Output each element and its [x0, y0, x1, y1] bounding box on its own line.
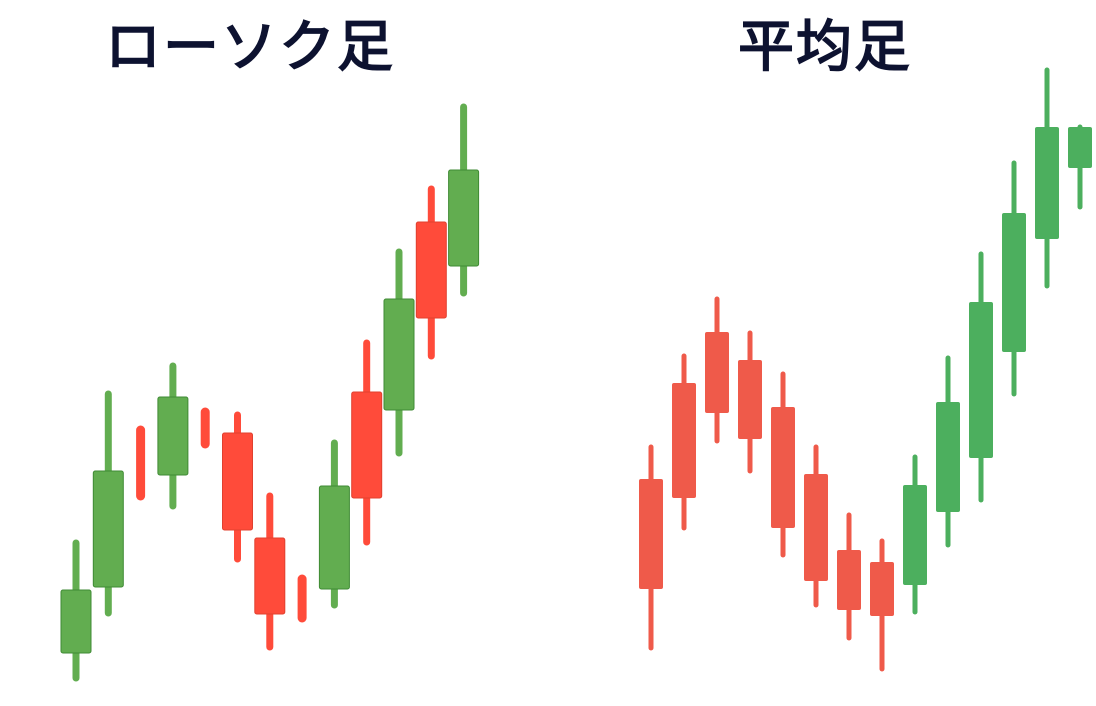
candle-up: [1068, 124, 1092, 210]
candle-down: [254, 492, 286, 651]
candle-body: [448, 169, 480, 267]
candle-body: [837, 550, 861, 610]
chart-title-heikin-ashi: 平均足: [738, 15, 912, 80]
candle-body: [870, 562, 894, 616]
candle-down: [351, 339, 383, 546]
candle-body: [738, 360, 762, 439]
candle-body: [318, 485, 350, 590]
candle-up: [92, 390, 124, 617]
candle-up: [936, 355, 960, 548]
candle-body: [415, 221, 447, 319]
candle-body: [92, 470, 124, 588]
candle-body: [1035, 127, 1059, 239]
candle-body: [383, 298, 415, 411]
candle-body: [1002, 213, 1026, 352]
candle-body: [639, 479, 663, 589]
candle-down: [639, 444, 663, 651]
candle-body: [672, 383, 696, 498]
candle-down: [672, 353, 696, 531]
candle-up: [969, 251, 993, 503]
candle-up: [157, 362, 189, 510]
candle-up: [1002, 160, 1026, 397]
candle-down: [222, 411, 253, 563]
candle-body: [254, 537, 286, 615]
candle-body: [771, 407, 795, 528]
candle-up: [318, 439, 350, 609]
candle-down: [870, 538, 894, 672]
candle-down: [804, 444, 828, 608]
candle-body: [157, 396, 189, 476]
candle-down: [415, 185, 447, 360]
candle-down: [738, 330, 762, 474]
candle-up: [1035, 67, 1059, 289]
candle-body: [804, 474, 828, 581]
candle-down: [771, 371, 795, 558]
candle-body: [903, 485, 927, 585]
heikin-ashi-chart: [639, 67, 1092, 672]
candle-body: [936, 402, 960, 512]
candle-up: [60, 539, 92, 682]
candle-body: [222, 432, 253, 531]
candle-up: [383, 248, 415, 457]
candle-body: [60, 589, 92, 654]
candle-body: [351, 391, 383, 499]
candle-down: [705, 296, 729, 444]
candle-up: [903, 454, 927, 615]
candle-down: [837, 512, 861, 641]
candle-up: [448, 103, 480, 297]
candle-body: [969, 302, 993, 458]
candlestick-chart: [60, 103, 480, 682]
chart-title-candlestick: ローソク足: [105, 15, 395, 80]
candle-body: [1068, 127, 1092, 168]
candle-body: [705, 332, 729, 413]
